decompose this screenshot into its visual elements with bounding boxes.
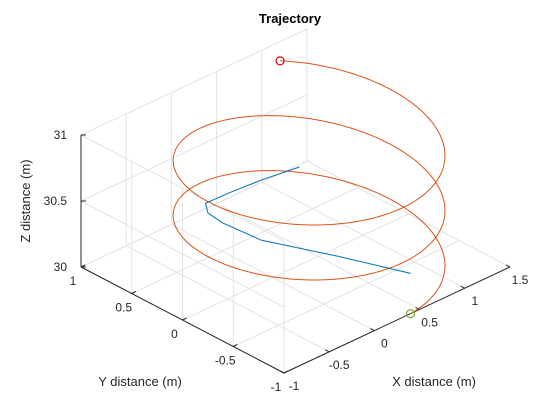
x-axis-label: X distance (m) <box>392 374 476 389</box>
y-tick-label: -1 <box>271 380 282 394</box>
x-tick-label: -1 <box>289 379 300 393</box>
y-tick-mark <box>182 317 187 321</box>
reference-trajectory-line <box>172 60 446 315</box>
x-tick-label: 0.5 <box>421 315 438 329</box>
end-point-marker <box>275 56 285 66</box>
x-tick-mark <box>415 306 420 310</box>
x-tick-label: 1 <box>471 294 478 308</box>
y-axis-label: Y distance (m) <box>98 374 182 389</box>
start-point-marker <box>405 309 416 319</box>
z-tick-label: 31 <box>54 128 68 142</box>
grid-lines <box>80 28 511 374</box>
grid-line <box>80 160 308 268</box>
actual-trajectory-line <box>204 166 411 274</box>
grid-line <box>80 94 308 202</box>
grid-line <box>131 187 358 294</box>
grid-line <box>182 213 409 321</box>
x-tick-mark <box>505 264 511 268</box>
z-tick-label: 30 <box>54 260 68 274</box>
y-tick-mark <box>233 344 238 347</box>
y-tick-label: -0.5 <box>215 354 236 368</box>
chart-title: Trajectory <box>259 11 322 26</box>
z-axis-label: Z distance (m) <box>18 159 33 242</box>
x-tick-mark <box>279 370 285 374</box>
y-tick-label: 0 <box>171 327 178 341</box>
x-tick-mark <box>370 328 375 332</box>
x-axis-line <box>283 266 511 374</box>
grid-line <box>233 240 460 347</box>
grid-line <box>80 134 285 242</box>
z-tick-label: 30.5 <box>44 194 68 208</box>
x-tick-mark <box>324 349 330 353</box>
plot-series <box>172 56 446 319</box>
grid-line <box>80 28 308 136</box>
y-tick-mark <box>131 291 136 294</box>
x-tick-label: 0 <box>381 337 388 351</box>
y-tick-label: 1 <box>70 274 77 288</box>
x-tick-label: -0.5 <box>329 358 350 372</box>
grid-line <box>80 200 285 308</box>
y-tick-label: 0.5 <box>115 301 132 315</box>
x-tick-label: 1.5 <box>512 273 529 287</box>
x-tick-mark <box>460 285 466 289</box>
y-tick-mark <box>283 370 289 374</box>
